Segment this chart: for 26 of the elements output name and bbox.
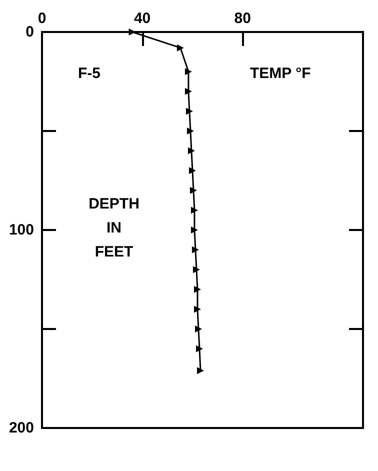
point	[194, 306, 201, 313]
point	[194, 326, 202, 332]
point	[184, 88, 192, 95]
point	[188, 147, 195, 154]
point	[188, 167, 196, 174]
point	[190, 226, 198, 234]
y-axis-title: DEPTH IN FEET	[88, 196, 140, 260]
point	[192, 246, 199, 254]
point	[190, 186, 197, 194]
point	[194, 286, 201, 293]
y-tick-label: 200	[8, 420, 34, 436]
point	[196, 367, 204, 374]
point	[184, 68, 192, 76]
point	[192, 266, 200, 274]
point	[186, 108, 193, 115]
y-tick-label: 0	[26, 24, 34, 40]
y-tick-label: 100	[8, 222, 34, 238]
point	[196, 345, 203, 352]
point	[186, 128, 194, 134]
annotation: F-5	[78, 65, 100, 82]
x-tick-label: 0	[38, 10, 46, 27]
x-axis-title: TEMP °F	[250, 65, 311, 82]
point	[176, 44, 184, 52]
x-tick-label: 80	[234, 10, 251, 27]
point	[190, 206, 198, 214]
x-tick-label: 40	[134, 10, 151, 27]
